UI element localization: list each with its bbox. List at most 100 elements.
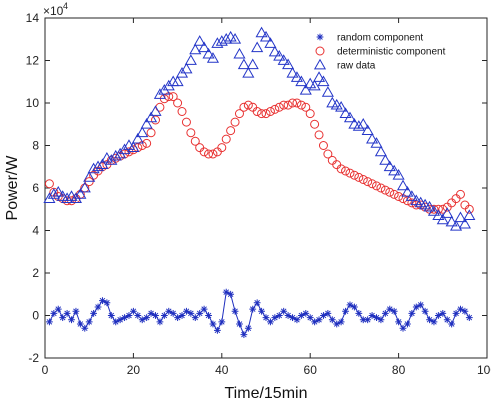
circle-point <box>190 136 200 146</box>
triangle-point <box>149 105 162 116</box>
asterisk-point <box>267 318 274 326</box>
y-tick-label: -2 <box>28 351 39 365</box>
triangle-point <box>220 33 233 44</box>
asterisk-point <box>293 316 301 324</box>
asterisk-point <box>76 320 84 328</box>
asterisk-point <box>351 303 358 311</box>
asterisk-point <box>183 307 190 315</box>
circle-point <box>372 181 381 191</box>
triangle-point <box>449 220 463 231</box>
asterisk-point <box>448 320 456 328</box>
circle-point <box>270 104 280 114</box>
triangle-point <box>215 35 228 46</box>
circle-point <box>451 194 461 204</box>
x-tick-label: 0 <box>42 363 49 377</box>
asterisk-point <box>63 309 71 317</box>
asterisk-point <box>227 290 235 298</box>
triangle-point <box>74 188 87 199</box>
circle-point <box>323 149 333 159</box>
asterisk-point <box>240 331 248 339</box>
triangle-point <box>255 26 268 38</box>
circle-point <box>385 187 395 197</box>
triangle-point <box>330 98 343 110</box>
circle-point <box>389 189 399 199</box>
asterisk-point <box>461 307 469 315</box>
triangle-point <box>87 162 100 174</box>
asterisk-point <box>249 305 257 313</box>
asterisk-point <box>465 314 473 322</box>
triangle-point <box>259 30 273 42</box>
asterisk-point <box>315 316 323 324</box>
asterisk-point <box>439 309 447 317</box>
asterisk-point <box>191 314 199 322</box>
asterisk-point <box>130 307 137 315</box>
circle-point <box>288 98 298 108</box>
circle-point <box>332 160 342 170</box>
asterisk-point <box>244 324 252 332</box>
circle-point <box>226 126 236 136</box>
triangle-point <box>392 169 405 180</box>
circle-point <box>296 100 306 110</box>
circle-point <box>261 109 271 119</box>
circle-point <box>314 130 324 140</box>
triangle-point <box>383 160 396 172</box>
triangle-point <box>202 47 215 59</box>
triangle-point <box>295 75 308 87</box>
triangle-point <box>366 132 379 144</box>
triangle-point <box>396 179 410 191</box>
circle-point <box>151 115 160 125</box>
asterisk-point <box>160 312 168 319</box>
y-tick-label: 0 <box>32 309 39 323</box>
triangle-point <box>282 58 295 70</box>
triangle-point <box>171 75 184 87</box>
asterisk-point <box>408 309 416 317</box>
circle-point <box>195 143 205 153</box>
triangle-point <box>264 37 277 48</box>
triangle-point <box>427 205 441 216</box>
triangle-point <box>326 96 339 108</box>
triangle-point <box>379 154 392 165</box>
asterisk-point <box>178 312 186 319</box>
asterisk-point <box>85 318 93 326</box>
asterisk-point <box>421 307 429 315</box>
circle-point <box>460 200 470 210</box>
triangle-point <box>423 200 436 212</box>
circle-point <box>243 100 253 110</box>
asterisk-point <box>399 324 407 332</box>
triangle-point <box>184 54 197 65</box>
triangle-point <box>339 107 352 119</box>
circle-point <box>305 109 315 119</box>
triangle-point <box>370 137 383 148</box>
y-tick-label: 6 <box>32 181 39 195</box>
x-axis: 0 20 40 60 80 100 <box>42 18 491 377</box>
asterisk-point <box>324 309 332 317</box>
asterisk-point <box>59 314 67 322</box>
circle-point <box>464 204 474 214</box>
asterisk-point <box>46 318 53 326</box>
circle-point <box>363 177 373 187</box>
x-tick-label: 80 <box>392 363 406 377</box>
asterisk-point <box>355 309 363 317</box>
legend-marker-circle <box>315 46 325 56</box>
circle-point <box>283 100 293 110</box>
asterisk-point <box>103 299 111 307</box>
triangle-point <box>233 47 246 59</box>
asterisk-point <box>443 316 451 324</box>
asterisk-point <box>94 303 102 311</box>
circle-point <box>336 164 346 174</box>
asterisk-point <box>68 316 75 324</box>
asterisk-point <box>302 309 310 317</box>
triangle-point <box>273 50 286 61</box>
triangle-point <box>228 33 242 44</box>
legend-marker-asterisk <box>316 33 324 41</box>
asterisk-point <box>395 318 402 326</box>
y-multiplier-base: ×10 <box>43 4 64 18</box>
series-triangle <box>43 26 476 231</box>
triangle-point <box>308 79 321 91</box>
circle-point <box>257 109 267 119</box>
triangle-point <box>127 141 140 153</box>
triangle-point <box>445 215 458 227</box>
circle-point <box>234 109 244 119</box>
triangle-point <box>436 213 449 225</box>
asterisk-point <box>452 309 460 317</box>
